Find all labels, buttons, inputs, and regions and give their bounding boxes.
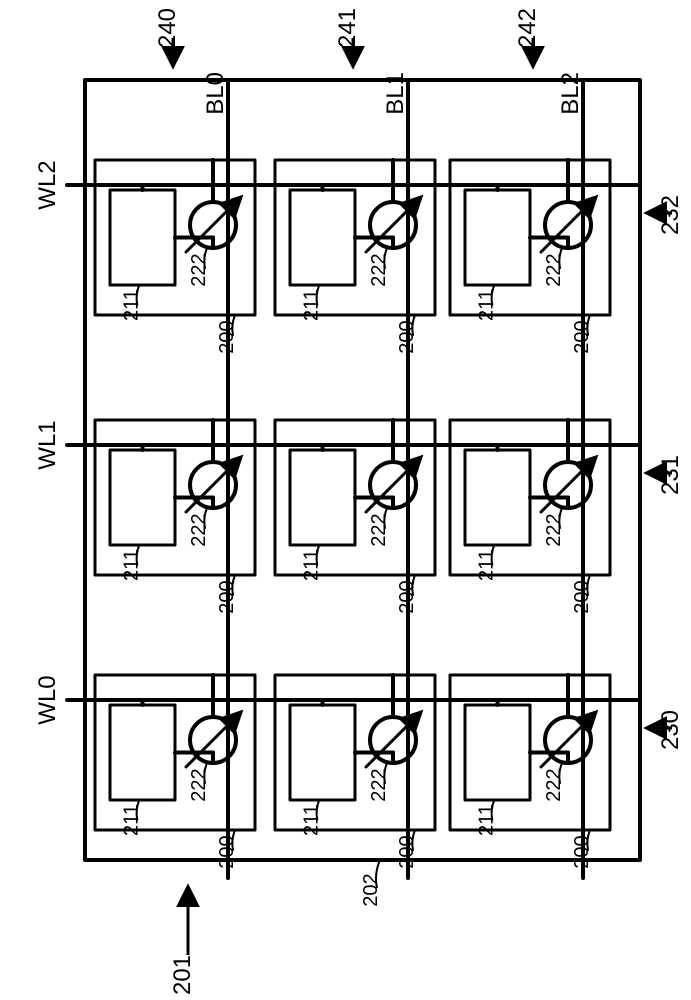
label-211: 211 (120, 804, 142, 836)
label-211: 211 (300, 549, 322, 581)
label-222: 222 (368, 768, 390, 801)
label-200: 200 (396, 320, 418, 353)
column-callout: 242 (514, 8, 541, 48)
label-200: 200 (571, 320, 593, 353)
selector-block (110, 705, 175, 800)
label-200: 200 (571, 835, 593, 868)
label-222: 222 (188, 253, 210, 286)
label-200: 200 (571, 580, 593, 613)
wordline-label: WL1 (34, 420, 61, 469)
selector-block (290, 450, 355, 545)
selector-block (110, 190, 175, 285)
wordline-label: WL0 (34, 675, 61, 724)
label-200: 200 (216, 320, 238, 353)
selector-block (290, 705, 355, 800)
label-222: 222 (368, 513, 390, 546)
label-211: 211 (120, 289, 142, 321)
selector-block (465, 705, 530, 800)
label-222: 222 (543, 253, 565, 286)
schematic-svg: WL2 WL1 WL0 BL0 BL1 BL2 211 222 200 211 222 200 211 2… (0, 0, 691, 1000)
label-222: 222 (188, 513, 210, 546)
row-callout: 230 (657, 710, 684, 750)
label-200: 200 (396, 580, 418, 613)
label-222: 222 (543, 768, 565, 801)
label-200: 200 (216, 835, 238, 868)
label-211: 211 (475, 289, 497, 321)
label-200: 200 (216, 580, 238, 613)
label-200: 200 (396, 835, 418, 868)
selector-block (465, 190, 530, 285)
array-outline (85, 80, 640, 860)
bitline-label: BL2 (557, 72, 584, 115)
column-callout: 240 (154, 8, 181, 48)
column-callout: 241 (334, 8, 361, 48)
selector-block (465, 450, 530, 545)
row-callout: 232 (657, 195, 684, 235)
memory-array-diagram: WL2 WL1 WL0 BL0 BL1 BL2 211 222 200 211 222 200 211 2… (0, 0, 691, 1000)
bitline-label: BL0 (202, 72, 229, 115)
bitline-label: BL1 (382, 72, 409, 115)
selector-block (110, 450, 175, 545)
row-callout: 231 (657, 455, 684, 495)
array-pointer-201: 201 (169, 955, 196, 995)
label-211: 211 (475, 804, 497, 836)
label-211: 211 (475, 549, 497, 581)
selector-block (290, 190, 355, 285)
label-211: 211 (300, 289, 322, 321)
array-label-202: 202 (360, 873, 382, 906)
label-211: 211 (300, 804, 322, 836)
wordline-label: WL2 (34, 160, 61, 209)
label-211: 211 (120, 549, 142, 581)
label-222: 222 (368, 253, 390, 286)
label-222: 222 (188, 768, 210, 801)
label-222: 222 (543, 513, 565, 546)
